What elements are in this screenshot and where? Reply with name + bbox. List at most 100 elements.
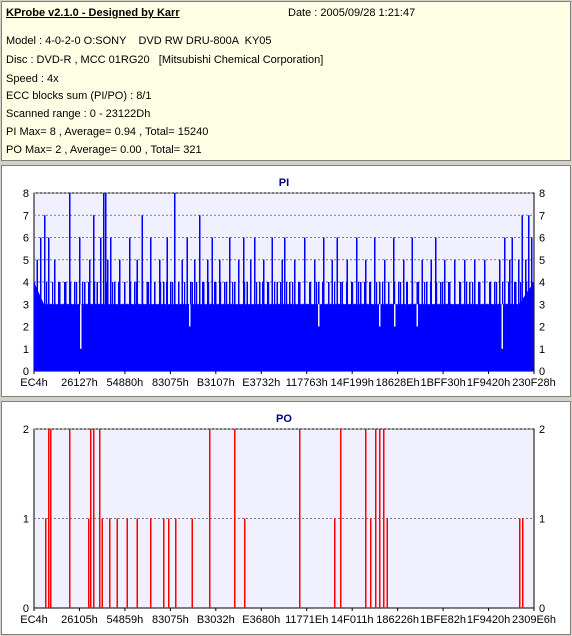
pi-bar <box>411 237 413 371</box>
po-ytick-right: 1 <box>539 514 545 526</box>
pi-ytick-right: 2 <box>539 322 545 334</box>
pi-bar <box>482 304 484 371</box>
pi-bar <box>326 304 328 371</box>
pi-bar <box>340 282 342 371</box>
pi-bar <box>202 282 204 371</box>
pi-bar <box>100 237 102 371</box>
pi-bar <box>528 215 530 371</box>
pi-bar <box>190 282 192 371</box>
pi-bar <box>40 237 42 371</box>
po-xtick-label: 2309E6h <box>512 614 556 626</box>
pi-bar <box>428 304 430 371</box>
pi-bar <box>136 259 138 371</box>
app-title: KProbe v2.1.0 - Designed by Karr <box>6 7 180 19</box>
pi-ytick-right: 4 <box>539 277 545 289</box>
pi-bar <box>132 304 134 371</box>
pi-bar <box>435 237 437 371</box>
pi-bar <box>370 282 372 371</box>
pi-bar <box>240 304 242 371</box>
pi-bar <box>228 304 230 371</box>
pi-bar <box>310 282 312 371</box>
pi-bar <box>488 304 490 371</box>
pi-bar <box>464 259 466 371</box>
pi-dip <box>318 304 320 327</box>
pi-bar <box>134 282 136 371</box>
pi-xtick-label: EC4h <box>20 377 48 389</box>
pi-bar <box>52 282 54 371</box>
pi-bar <box>198 304 200 371</box>
po-bar <box>386 518 388 608</box>
pi-bar <box>280 282 282 371</box>
pi-bar <box>459 282 461 371</box>
po-xtick-label: E3680h <box>242 614 280 626</box>
pi-bar <box>470 304 472 371</box>
pi-xtick-label: 83075h <box>152 377 189 389</box>
pi-bar <box>48 237 50 371</box>
pi-dip <box>80 304 82 349</box>
pi-xtick-label: 230F28h <box>512 377 555 389</box>
pi-bar <box>203 282 205 371</box>
pi-bar <box>350 304 352 371</box>
pi-bar <box>344 304 346 371</box>
pi-bar <box>364 282 366 371</box>
pi-bar <box>162 304 164 371</box>
pi-bar <box>446 304 448 371</box>
info-line-po: PO Max= 2 , Average= 0.00 , Total= 321 <box>6 144 202 156</box>
pi-bar <box>65 282 67 371</box>
pi-bar <box>108 304 110 371</box>
pi-bar <box>296 304 298 371</box>
pi-bar <box>520 282 522 371</box>
po-bar <box>175 518 177 608</box>
pi-ytick-right: 7 <box>539 210 545 222</box>
pi-bar <box>84 282 86 371</box>
pi-bar <box>140 304 142 371</box>
pi-bar <box>352 282 354 371</box>
pi-bar <box>341 282 343 371</box>
pi-bar <box>484 259 486 371</box>
pi-bar <box>450 304 452 371</box>
pi-bar <box>74 282 76 371</box>
pi-bar <box>316 282 318 371</box>
pi-bar <box>204 304 206 371</box>
info-line-ecc: ECC blocks sum (PI/PO) : 8/1 <box>6 90 152 102</box>
pi-bar <box>462 304 464 371</box>
pi-bar <box>498 304 500 371</box>
pi-bar <box>408 304 410 371</box>
po-xtick-label: EC4h <box>20 614 48 626</box>
pi-bar <box>504 237 506 371</box>
pi-bar <box>320 304 322 371</box>
pi-bar <box>468 304 470 371</box>
pi-bar <box>119 259 121 371</box>
pi-bar <box>414 304 416 371</box>
pi-bar <box>259 282 261 371</box>
po-chart: PO 0 0 1 1 2 2 EC4h 26105h 54859h 83075h B3032h E368… <box>20 413 556 626</box>
pi-bar <box>98 304 100 371</box>
pi-bar <box>400 282 402 371</box>
pi-bar <box>526 282 528 371</box>
pi-ytick-right: 6 <box>539 233 545 245</box>
po-bar <box>299 429 301 608</box>
pi-bar <box>222 304 224 371</box>
pi-bar <box>281 259 283 371</box>
pi-bar <box>476 304 478 371</box>
pi-bar <box>294 259 296 371</box>
pi-bar <box>191 282 193 371</box>
po-bar <box>150 518 152 608</box>
pi-bar <box>421 259 423 371</box>
pi-bar <box>164 304 166 371</box>
pi-xtick-label: 14F199h <box>330 377 373 389</box>
pi-xtick-label: 18628Eh <box>376 377 420 389</box>
pi-bar <box>456 304 458 371</box>
pi-bar <box>474 259 476 371</box>
po-bar <box>109 518 111 608</box>
po-xtick-label: 26105h <box>61 614 98 626</box>
pi-bar <box>393 237 395 371</box>
info-panel: KProbe v2.1.0 - Designed by Karr Date : … <box>1 1 571 161</box>
pi-bar <box>148 282 150 371</box>
pi-xtick-label: 26127h <box>61 377 98 389</box>
pi-bar <box>210 304 212 371</box>
pi-bar <box>38 304 40 371</box>
pi-bar <box>270 304 272 371</box>
pi-bar <box>238 259 240 371</box>
po-bar <box>90 429 92 608</box>
